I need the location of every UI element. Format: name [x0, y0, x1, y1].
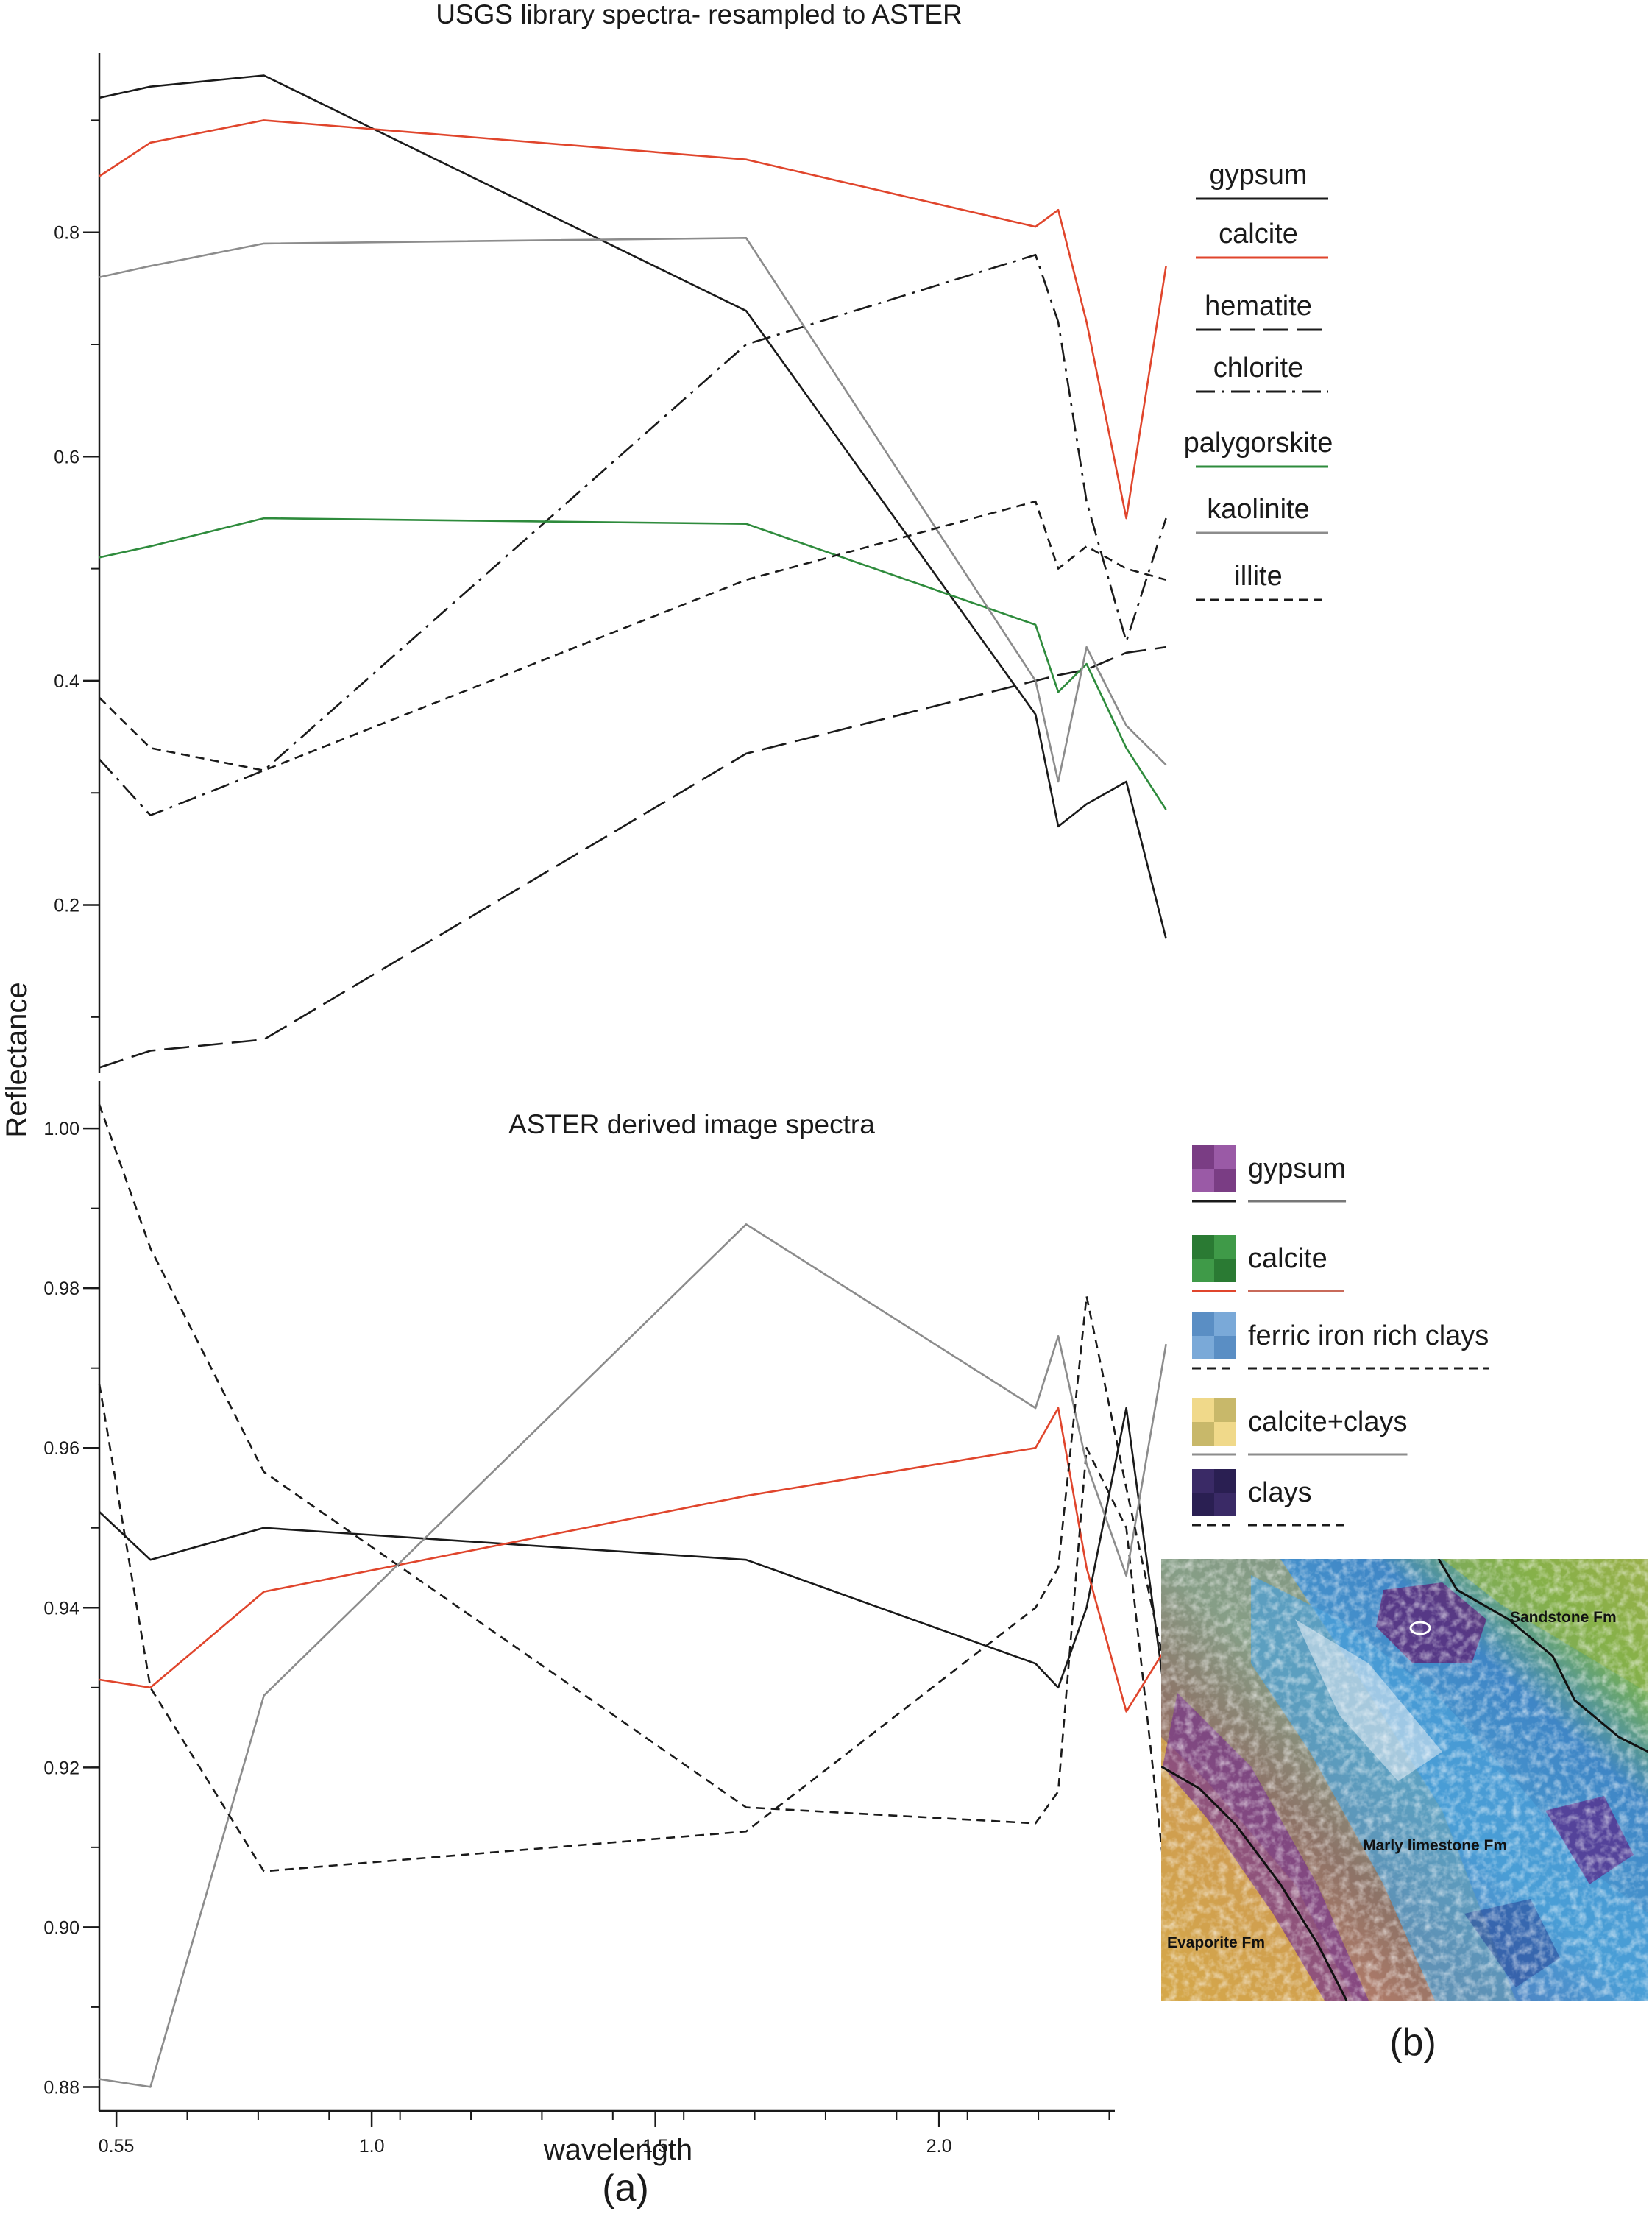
- top-series-gypsum: [99, 74, 1167, 939]
- panel-a-label: (a): [602, 2167, 649, 2210]
- bottom-y-tick-label: 0.94: [43, 1598, 79, 1619]
- top-series-kaolinite: [99, 236, 1167, 783]
- bottom-y-tick-label: 0.90: [43, 1917, 79, 1938]
- top-y-tick-label: 0.6: [54, 447, 79, 467]
- legend-swatch-clays: [1192, 1469, 1236, 1516]
- legend-label-clays: clays: [1248, 1477, 1312, 1508]
- top-y-tick-label: 0.8: [54, 223, 79, 244]
- top-chart: USGS library spectra- resampled to ASTER…: [54, 0, 1167, 1073]
- legend-swatch-calcite: [1192, 1235, 1236, 1282]
- map-labels: Sandstone Fm Marly limestone Fm Evaporit…: [1167, 1609, 1617, 1951]
- top-y-tick-label: 0.2: [54, 896, 79, 916]
- bottom-series-ferric-iron-rich-clays: [98, 1104, 1167, 1888]
- panel-b-label: (b): [1389, 2021, 1436, 2064]
- legend-swatch-calcite-clays: [1192, 1398, 1236, 1446]
- map-label-evaporite: Evaporite Fm: [1167, 1934, 1265, 1951]
- legend-label-palygorskite: palygorskite: [1184, 428, 1333, 459]
- x-tick-label: 1.0: [359, 2136, 385, 2157]
- aster-map-inset: [1161, 1559, 1648, 2001]
- x-axis-label: wavelength: [543, 2134, 692, 2166]
- map-label-marly-limestone: Marly limestone Fm: [1363, 1837, 1507, 1854]
- legend-label-illite: illite: [1234, 561, 1282, 592]
- legend-label-gypsum: gypsum: [1209, 160, 1307, 191]
- top-series-calcite: [99, 119, 1167, 520]
- top-series-chlorite: [99, 253, 1167, 816]
- legend-swatch-gypsum: [1192, 1145, 1236, 1192]
- map-label-sandstone: Sandstone Fm: [1510, 1609, 1617, 1626]
- legend-label-calcite: calcite: [1219, 219, 1298, 250]
- legend-swatch-ferric-iron-rich-clays: [1192, 1312, 1236, 1359]
- legend-label-chlorite: chlorite: [1213, 353, 1304, 383]
- top-legend: gypsum calcite hematite chlorite palygorskit…: [1184, 160, 1333, 601]
- bottom-y-tick-label: 0.96: [43, 1438, 79, 1459]
- legend-label-ferric-iron-rich-clays: ferric iron rich clays: [1248, 1320, 1489, 1351]
- top-series-palygorskite: [99, 517, 1167, 810]
- bottom-chart-title: ASTER derived image spectra: [508, 1109, 875, 1139]
- legend-label-kaolinite: kaolinite: [1207, 494, 1309, 525]
- bottom-legend: gypsum calcite ferric iron rich clays calci…: [1192, 1145, 1489, 1527]
- bottom-series-calcite: [99, 1407, 1167, 1713]
- bottom-y-tick-label: 1.00: [43, 1119, 79, 1139]
- top-series-hematite: [99, 646, 1166, 1069]
- legend-label-calcite: calcite: [1248, 1243, 1327, 1274]
- x-tick-label: 1.5: [642, 2136, 668, 2157]
- legend-label-hematite: hematite: [1205, 291, 1312, 322]
- legend-label-calcite-clays: calcite+clays: [1248, 1407, 1407, 1437]
- x-tick-label: 2.0: [926, 2136, 952, 2157]
- bottom-series-calcite-clays: [99, 1223, 1167, 2088]
- bottom-chart: ASTER derived image spectra 0.88 0.90 0.92…: [43, 1081, 1167, 2210]
- bottom-y-tick-label: 0.88: [43, 2077, 79, 2098]
- bottom-series-gypsum: [99, 1407, 1167, 1704]
- bottom-y-tick-label: 0.92: [43, 1758, 79, 1778]
- top-y-tick-label: 0.4: [54, 671, 79, 692]
- legend-label-gypsum: gypsum: [1248, 1153, 1346, 1184]
- bottom-series-clays: [98, 1295, 1167, 1872]
- top-series-illite: [99, 500, 1166, 772]
- x-tick-label: 0.55: [99, 2136, 135, 2157]
- top-chart-title: USGS library spectra- resampled to ASTER: [436, 0, 963, 29]
- bottom-y-tick-label: 0.98: [43, 1278, 79, 1299]
- y-axis-label: Reflectance: [1, 982, 33, 1137]
